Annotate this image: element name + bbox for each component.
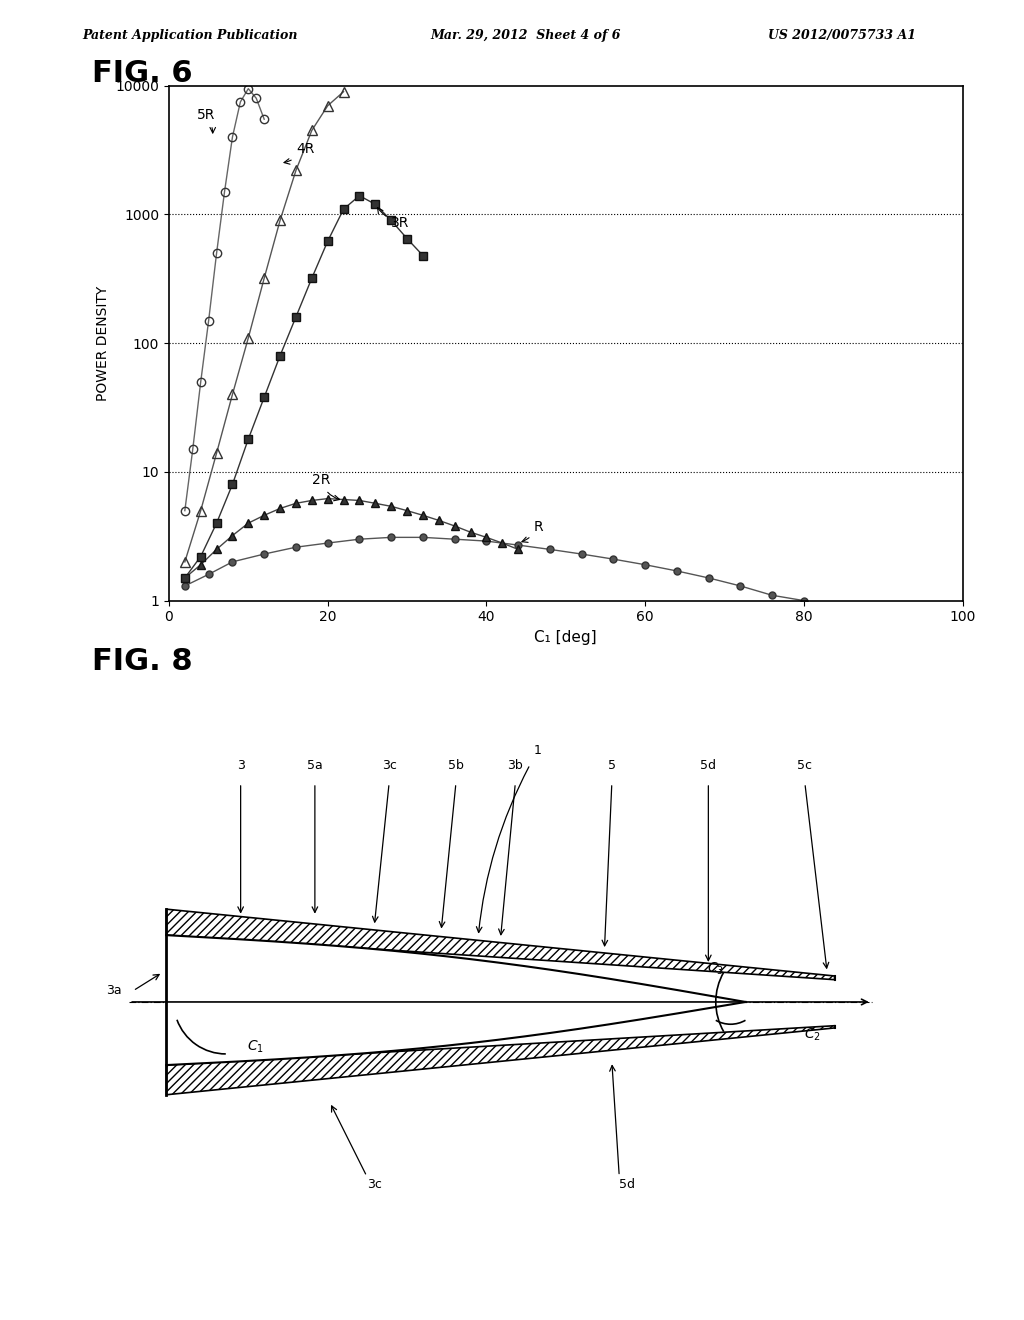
Text: 3R: 3R: [378, 207, 410, 230]
Polygon shape: [166, 1026, 835, 1094]
Polygon shape: [166, 935, 745, 1065]
Text: Patent Application Publication: Patent Application Publication: [82, 29, 297, 42]
Y-axis label: POWER DENSITY: POWER DENSITY: [96, 285, 110, 401]
Text: 3c: 3c: [382, 759, 396, 772]
Text: FIG. 8: FIG. 8: [92, 647, 193, 676]
Text: 5b: 5b: [447, 759, 464, 772]
Text: 3b: 3b: [508, 759, 523, 772]
Text: $C_3$: $C_3$: [708, 960, 724, 977]
Text: 4R: 4R: [284, 143, 314, 164]
Text: US 2012/0075733 A1: US 2012/0075733 A1: [768, 29, 916, 42]
Text: $C_1$: $C_1$: [247, 1039, 264, 1055]
Text: $C_2$: $C_2$: [804, 1027, 821, 1044]
Text: Mar. 29, 2012  Sheet 4 of 6: Mar. 29, 2012 Sheet 4 of 6: [430, 29, 621, 42]
Text: 5a: 5a: [307, 759, 323, 772]
Polygon shape: [166, 909, 835, 979]
Text: 1: 1: [534, 744, 542, 756]
Text: 5R: 5R: [197, 108, 215, 133]
Text: 3: 3: [237, 759, 245, 772]
Text: 2R: 2R: [311, 474, 340, 500]
Text: 5c: 5c: [798, 759, 812, 772]
Text: 5d: 5d: [700, 759, 717, 772]
Text: 3a: 3a: [106, 985, 122, 998]
Text: 3c: 3c: [367, 1177, 382, 1191]
X-axis label: C₁ [deg]: C₁ [deg]: [535, 630, 597, 645]
Text: R: R: [522, 520, 544, 543]
Text: 5d: 5d: [618, 1177, 635, 1191]
Text: 5: 5: [608, 759, 615, 772]
Text: FIG. 6: FIG. 6: [92, 59, 193, 88]
